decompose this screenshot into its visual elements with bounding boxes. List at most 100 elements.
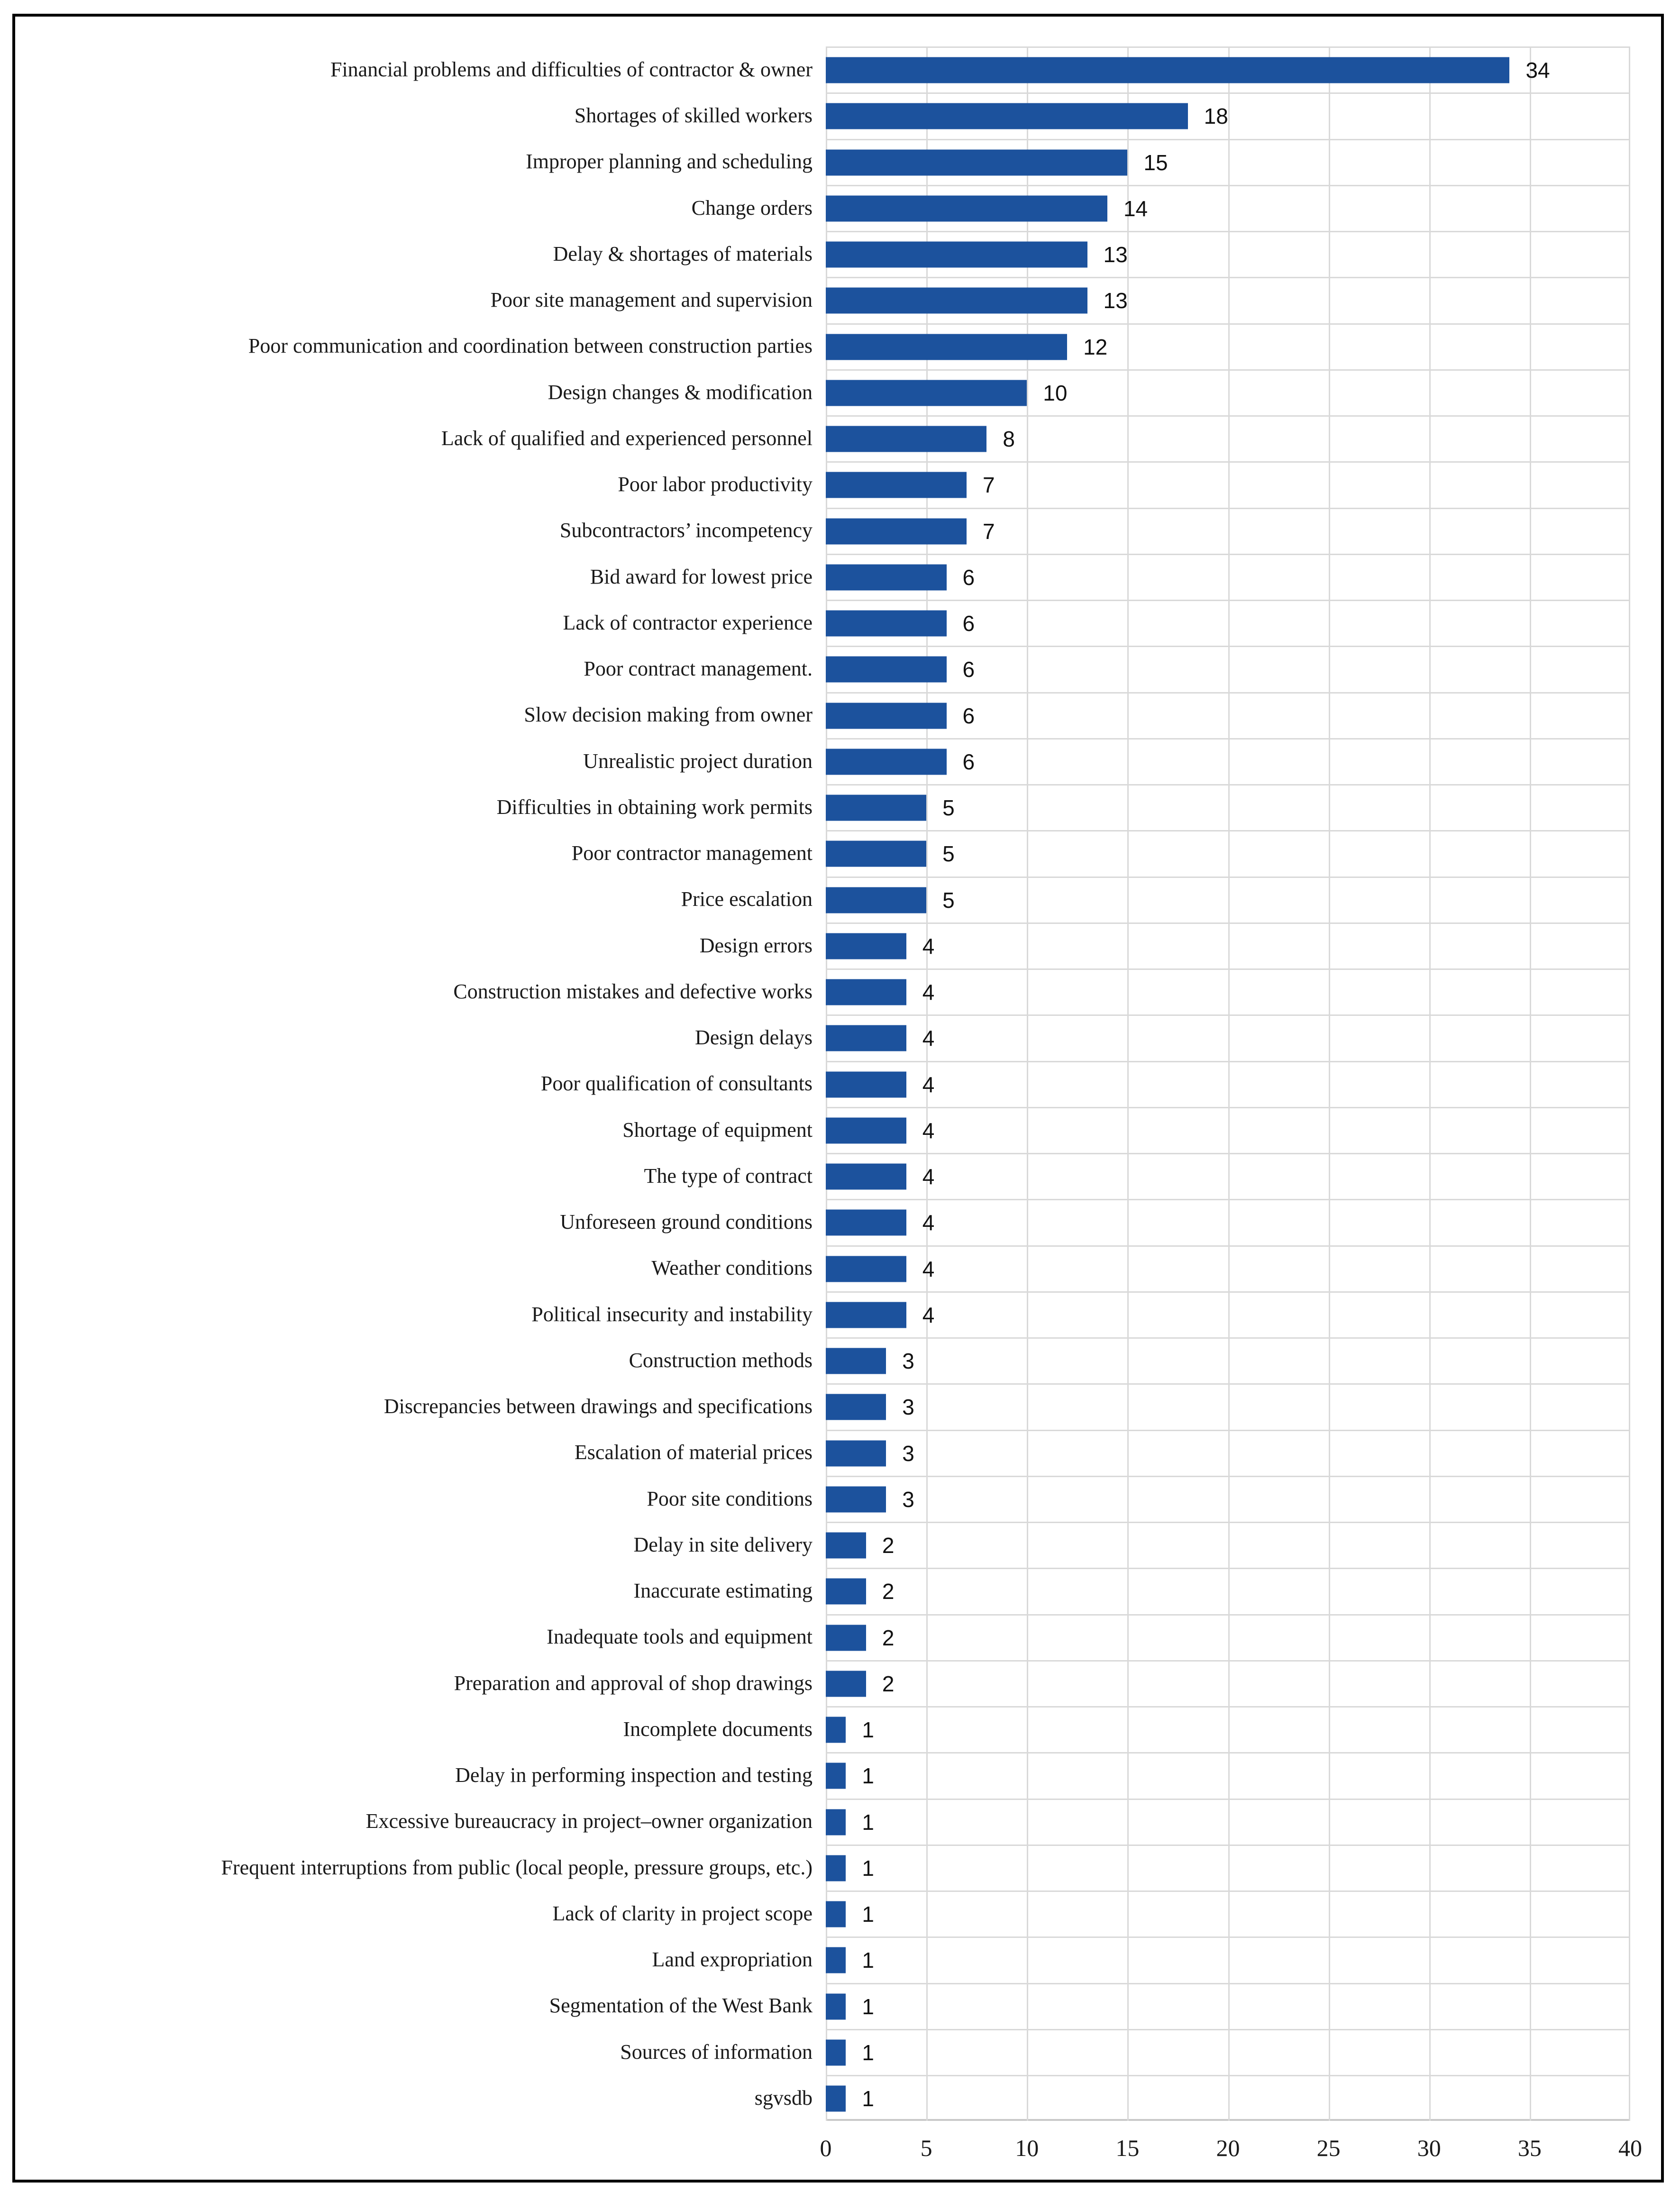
bar-row: Unrealistic project duration 6 — [15, 738, 1630, 784]
bar-row: Poor labor productivity 7 — [15, 461, 1630, 507]
bar — [826, 1901, 846, 1927]
category-label: Delay in site delivery — [633, 1533, 813, 1556]
value-label: 3 — [902, 1395, 914, 1420]
plot-row-track: 1 — [826, 1982, 1630, 2029]
bar-row: Political insecurity and instability 4 — [15, 1291, 1630, 1337]
category-label: Design delays — [694, 1026, 813, 1050]
bar-row: Lack of qualified and experienced person… — [15, 415, 1630, 461]
category-label: Lack of qualified and experienced person… — [441, 426, 813, 450]
plot-row-track: 5 — [826, 830, 1630, 876]
bar — [826, 1163, 906, 1190]
category-label: Improper planning and scheduling — [526, 150, 813, 174]
bar-row: Discrepancies between drawings and speci… — [15, 1383, 1630, 1429]
bar-row: Excessive bureaucracy in project–owner o… — [15, 1798, 1630, 1845]
bar — [826, 1947, 846, 1973]
bar-row: Price escalation 5 — [15, 876, 1630, 922]
gridline — [926, 46, 928, 2121]
value-label: 6 — [962, 749, 975, 774]
category-label: Bid award for lowest price — [590, 565, 813, 588]
bar — [826, 887, 927, 913]
plot-row-track: 1 — [826, 2075, 1630, 2121]
bar-row: Poor site conditions 3 — [15, 1475, 1630, 1522]
category-label: Land expropriation — [652, 1948, 813, 1972]
x-axis-tick-label: 15 — [1115, 2135, 1140, 2161]
plot-row-track: 4 — [826, 1153, 1630, 1199]
value-label: 4 — [922, 1302, 935, 1327]
plot-row-track: 6 — [826, 738, 1630, 784]
x-axis-tick-label: 20 — [1216, 2135, 1240, 2161]
plot-row-track: 4 — [826, 1106, 1630, 1153]
plot-row-track: 5 — [826, 784, 1630, 830]
category-label: Construction mistakes and defective work… — [453, 979, 813, 1003]
x-axis-tick-label: 30 — [1417, 2135, 1441, 2161]
bar — [826, 1440, 886, 1467]
bar — [826, 1532, 866, 1559]
bar — [826, 149, 1128, 176]
category-label: Shortage of equipment — [622, 1118, 813, 1142]
category-label: Discrepancies between drawings and speci… — [383, 1395, 813, 1418]
category-label: Weather conditions — [651, 1256, 813, 1280]
category-label: sgvsdb — [754, 2086, 813, 2110]
bar-row: Lack of clarity in project scope 1 — [15, 1890, 1630, 1936]
value-label: 3 — [902, 1441, 914, 1466]
category-label: Subcontractors’ incompetency — [559, 519, 813, 542]
value-label: 2 — [882, 1625, 895, 1650]
value-label: 1 — [862, 1855, 875, 1881]
gridline — [1328, 46, 1330, 2121]
gridline — [1529, 46, 1531, 2121]
bar-row: Financial problems and difficulties of c… — [15, 46, 1630, 92]
value-label: 4 — [922, 1210, 935, 1235]
value-label: 4 — [922, 1026, 935, 1051]
bar-chart: Financial problems and difficulties of c… — [15, 17, 1661, 2180]
gridline — [1228, 46, 1230, 2121]
plot-row-track: 15 — [826, 138, 1630, 185]
bar — [826, 795, 927, 821]
bar — [826, 287, 1087, 314]
value-label: 6 — [962, 611, 975, 636]
bar — [826, 610, 947, 637]
bar — [826, 1117, 906, 1144]
x-axis-tick-label: 35 — [1517, 2135, 1542, 2161]
category-label: Change orders — [691, 196, 813, 219]
category-label: Preparation and approval of shop drawing… — [454, 1671, 813, 1695]
bar — [826, 1855, 846, 1881]
gridline — [1127, 46, 1129, 2121]
bar-row: Weather conditions 4 — [15, 1245, 1630, 1291]
category-label: Construction methods — [629, 1348, 813, 1372]
plot-row-track: 1 — [826, 1752, 1630, 1798]
bar — [826, 426, 987, 452]
x-axis-tick-label: 40 — [1618, 2135, 1642, 2161]
plot-row-track: 3 — [826, 1429, 1630, 1476]
bar-row: Poor qualification of consultants 4 — [15, 1060, 1630, 1107]
value-label: 10 — [1043, 380, 1068, 405]
plot-row-track: 2 — [826, 1614, 1630, 1660]
bar — [826, 241, 1087, 268]
value-label: 4 — [922, 1118, 935, 1143]
plot-row-track: 4 — [826, 1245, 1630, 1291]
plot-row-track: 6 — [826, 646, 1630, 692]
bar-row: Construction mistakes and defective work… — [15, 968, 1630, 1014]
value-label: 4 — [922, 1164, 935, 1189]
bar — [826, 1348, 886, 1374]
bar-row: Poor contractor management 5 — [15, 830, 1630, 876]
bar — [826, 1717, 846, 1743]
plot-row-track: 1 — [826, 1798, 1630, 1845]
bar — [826, 1578, 866, 1605]
category-label: Financial problems and difficulties of c… — [330, 57, 813, 81]
bar-row: Construction methods 3 — [15, 1337, 1630, 1383]
category-label: Design changes & modification — [548, 380, 813, 404]
bar — [826, 703, 947, 729]
plot-row-track: 4 — [826, 922, 1630, 968]
value-label: 34 — [1525, 58, 1550, 83]
bar — [826, 1209, 906, 1236]
plot-row-track: 1 — [826, 1890, 1630, 1936]
bar — [826, 1486, 886, 1513]
category-label: Sources of information — [620, 2040, 813, 2064]
bar-row: Subcontractors’ incompetency 7 — [15, 507, 1630, 554]
category-label: Difficulties in obtaining work permits — [496, 795, 813, 819]
value-label: 5 — [942, 841, 955, 867]
bar — [826, 1025, 906, 1051]
bar — [826, 472, 967, 498]
value-label: 6 — [962, 657, 975, 682]
bar-row: Delay & shortages of materials 13 — [15, 231, 1630, 277]
